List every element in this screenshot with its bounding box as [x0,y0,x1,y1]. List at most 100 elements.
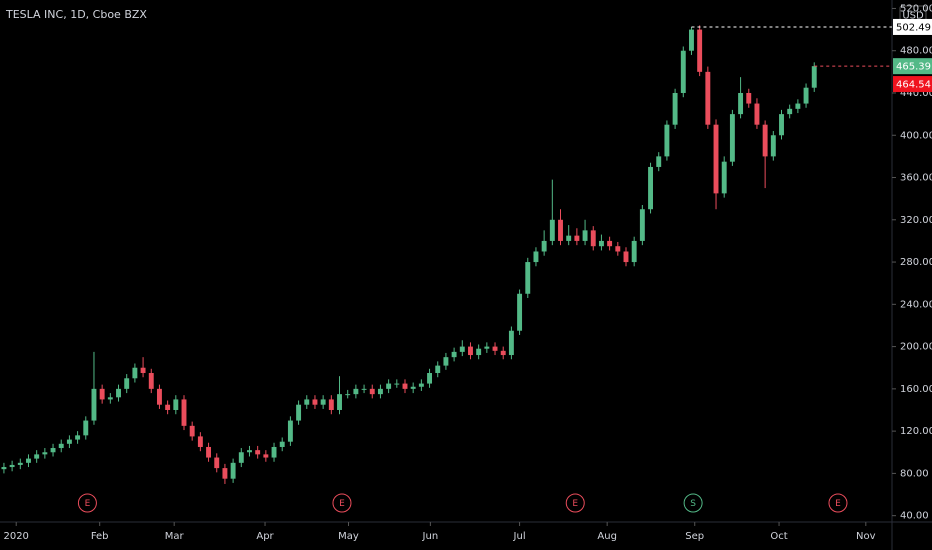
candle-body [107,397,113,400]
candle-body [247,450,252,453]
currency[interactable]: USD [902,11,924,22]
candle-body [271,446,277,458]
candle-body [598,240,604,247]
event-label: E [85,499,91,509]
candle-body [156,388,162,405]
x-tick-label: Mar [165,531,185,542]
high-label: 502.49 [896,22,931,33]
candle-body [91,388,97,421]
candle-body [124,378,130,389]
candle-body [238,452,244,463]
candle-body [631,240,637,263]
candle-body [549,219,555,241]
candle-body [296,404,302,421]
candle-body [312,399,318,405]
candle-body [541,240,547,252]
candle-body [42,452,48,455]
candle-body [83,420,89,436]
event-label: E [572,499,578,509]
candle-body [206,446,212,458]
event-marker [828,493,848,513]
candle-body [173,399,179,410]
candle-body [484,346,490,349]
candle-body [648,166,653,210]
candle-body [1,467,7,470]
candle-body [615,246,621,252]
candle-body [517,293,523,331]
candle-body [574,235,580,241]
candle-body [75,435,81,440]
candle-body [66,439,72,444]
candle-body [459,346,465,352]
x-tick-label: Jul [513,531,526,542]
candle-body [729,114,735,162]
candle-body [116,388,121,398]
candle-body [402,383,408,389]
candle-body [451,351,457,358]
candle-body [181,399,187,426]
event-marker [332,493,352,513]
candle-body [558,219,563,241]
candle-body [58,443,64,449]
candle-body [738,92,744,115]
x-tick-label: Apr [256,531,274,542]
event-marker [565,493,585,513]
candle-body [754,103,760,125]
candle-body [287,420,293,442]
candle-body [435,365,441,374]
y-tick-label: 80.00 [900,468,929,479]
candle-body [566,235,572,241]
candle-body [639,209,645,241]
x-tick-label: 2020 [3,531,28,542]
candle-body [328,399,334,410]
chart-title: TESLA INC, 1D, Cboe BZX [5,8,147,21]
candle-body [222,468,228,479]
x-tick-label: Oct [770,531,787,542]
x-tick-label: Sep [685,531,704,542]
candle-body [189,425,195,437]
candle-body [590,230,596,247]
candle-body [377,388,383,395]
candle-body [132,367,138,379]
candle-body [410,386,416,389]
candle-body [762,124,768,157]
candle-body [705,71,711,125]
candle-body [17,462,23,465]
candle-body [468,346,473,356]
candle-body [279,441,285,447]
candle-body [803,87,809,104]
candle-body [369,388,375,395]
close-label-box [893,58,932,75]
event-label: S [690,499,696,509]
candle-body [623,251,629,263]
candle-body [386,383,392,389]
candle-body [353,388,359,395]
candle-body [26,458,31,463]
candle-body [795,103,801,109]
candle-body [607,240,613,247]
candle-body [500,350,506,356]
candle-body [197,436,203,447]
candle-body [582,230,588,241]
candle-body [361,388,367,390]
prev-label: 464.54 [896,80,931,91]
candle-body [50,448,56,453]
candle-body [787,108,793,115]
candle-body [230,462,236,479]
high-label-box [893,18,932,35]
candle-body [34,454,40,459]
candle-body [664,124,670,157]
candle-body [427,373,433,384]
candle-body [345,394,351,396]
x-tick-label: May [338,531,359,542]
candle-body [492,346,498,351]
event-marker [683,493,703,513]
candle-body [9,464,15,468]
y-tick-label: 360.00 [900,173,932,184]
y-tick-label: 480.00 [900,46,932,57]
candle-body [525,262,531,294]
candle-body [508,330,514,356]
